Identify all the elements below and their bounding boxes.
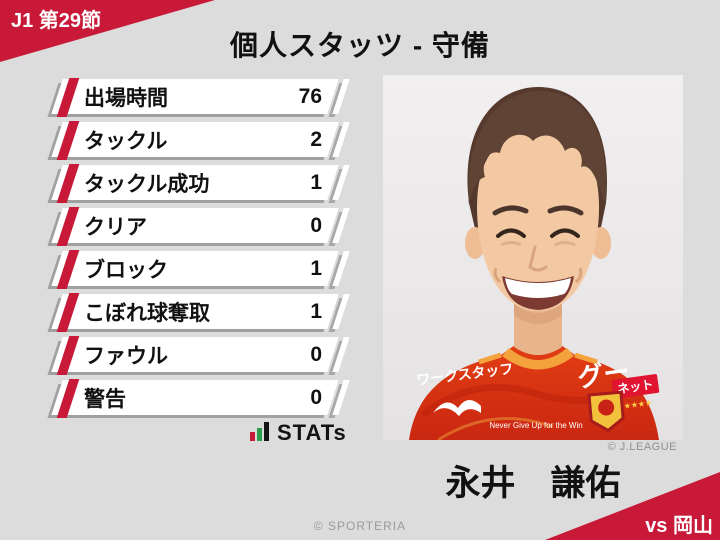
stat-value: 0 [310,213,322,237]
club-crest [587,390,625,433]
sporteria-credit: © SPORTERIA [313,519,407,533]
stats-brand-logo: STATs [250,422,347,444]
stat-label: 出場時間 [84,86,168,110]
eyebrow-left [492,205,529,216]
player-photo: ワークスタッフ グー ネット ★★★★★ Never Give Up for t… [383,75,683,440]
match-round-badge: J1 第29節 [0,0,215,62]
stat-label: ファウル [84,344,168,368]
stat-label: こぼれ球奪取 [84,301,210,325]
photo-credit: © J.LEAGUE [607,441,677,453]
match-round-label: J1 第29節 [11,8,101,32]
stat-label: タックル [84,129,168,153]
stat-row-fouls: ファウル 0 [47,336,358,375]
stat-label: ブロック [84,258,168,282]
jersey-sponsor-right-sub: ネット [617,377,655,396]
stat-value: 0 [310,385,322,409]
stat-row-tackles: タックル 2 [47,121,358,160]
stat-value: 2 [310,127,322,151]
stat-value: 0 [310,342,322,366]
nose [528,245,548,272]
mouth [493,267,583,310]
stat-label: 警告 [84,387,126,411]
stat-value: 76 [298,84,322,108]
opponent-label: vs 岡山 [645,514,713,537]
stat-row-tackles-won: タックル成功 1 [47,164,358,203]
stat-row-minutes: 出場時間 76 [47,78,358,117]
stat-label: クリア [84,215,147,239]
stat-label: タックル成功 [84,172,210,196]
stats-logo-text: STATs [277,420,347,445]
stat-row-yellow-cards: 警告 0 [47,379,358,418]
eye-right [550,228,580,238]
stats-list: 出場時間 76 タックル 2 タックル成功 1 [47,78,358,423]
mizuno-logo [433,399,481,416]
jersey-collar [502,348,574,370]
eye-left [496,228,526,238]
opponent-ribbon: vs 岡山 [545,472,720,540]
eyebrow-right [547,205,584,216]
jersey-sponsor-right-sub-box: ネット [611,374,660,399]
stat-row-blocks: ブロック 1 [47,250,358,289]
stat-row-loose-ball-recoveries: こぼれ球奪取 1 [47,293,358,332]
ribbon-shape [545,472,720,540]
badge-ribbon-shape [0,0,215,62]
stat-value: 1 [310,256,322,280]
jersey-slogan: Never Give Up for the Win [489,421,582,430]
stat-value: 1 [310,299,322,323]
page-title: 個人スタッツ - 守備 [230,30,490,61]
hair-fringe [468,91,606,205]
bar-chart-icon [250,422,271,441]
stat-value: 1 [310,170,322,194]
face [477,131,599,311]
player-name: 永井 謙佑 [445,464,621,503]
stat-row-clearances: クリア 0 [47,207,358,246]
